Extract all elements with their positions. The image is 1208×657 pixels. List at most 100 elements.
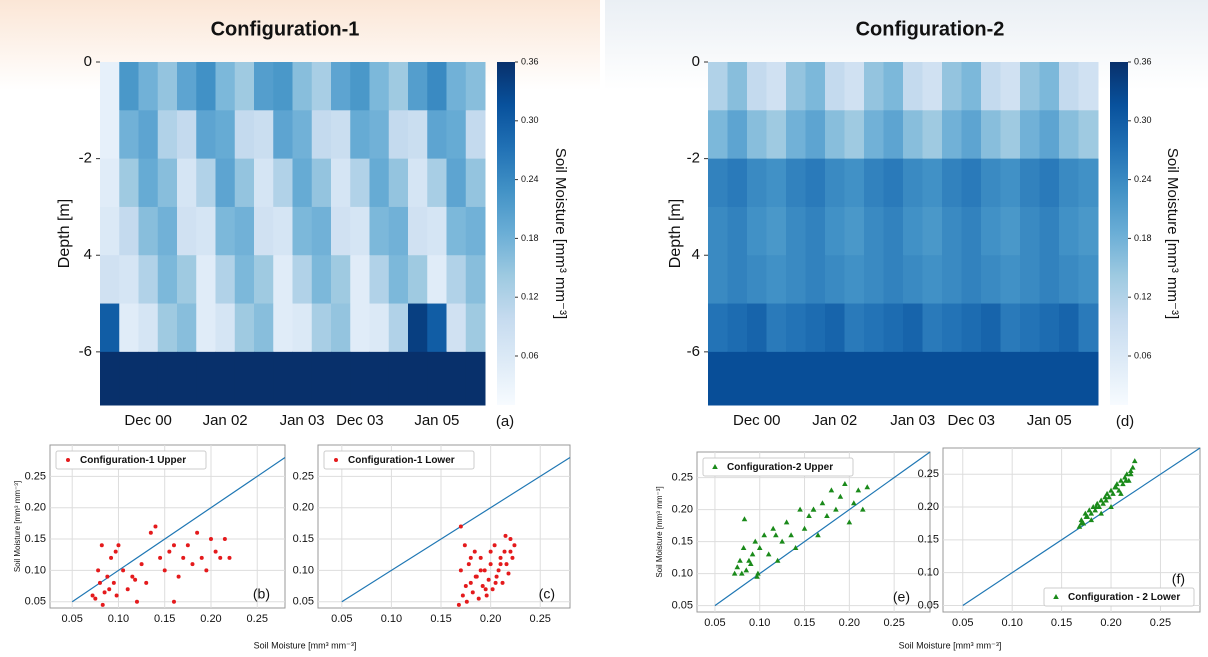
heatmap-cell (981, 255, 1001, 305)
x-tick-label: 0.10 (381, 613, 402, 625)
heatmap-cell (196, 206, 216, 256)
heatmap-cell (883, 255, 904, 305)
point (1086, 507, 1093, 513)
heatmap-cell (1039, 62, 1060, 111)
heatmap-cell (427, 206, 447, 256)
heatmap-cell (1078, 303, 1099, 353)
x-tick-label: 0.10 (108, 613, 129, 625)
point (468, 580, 473, 585)
colorbar-tick-label: 0.06 (521, 350, 539, 360)
colorbar-tick-label: 0.06 (1134, 350, 1152, 360)
heatmap-cell (331, 158, 351, 208)
point (749, 551, 756, 557)
y-tick-label: 0.25 (672, 472, 693, 484)
heatmap-cell (864, 206, 884, 256)
x-tick-label: 0.15 (430, 613, 451, 625)
point (171, 599, 176, 604)
heatmap-cell (157, 62, 178, 111)
point (144, 580, 149, 585)
heatmap-cell (408, 206, 428, 256)
heatmap-cell (981, 351, 1001, 406)
colorbar-tick-label: 0.24 (1134, 174, 1152, 184)
heatmap-cell (157, 351, 178, 406)
heatmap-cell (727, 110, 748, 160)
heatmap-cell (234, 351, 255, 406)
point (158, 555, 163, 560)
heatmap-cell (100, 206, 120, 256)
plot-area (49, 444, 286, 609)
heatmap-cell (196, 62, 216, 111)
point (460, 593, 465, 598)
colorbar (1110, 62, 1128, 405)
heatmap-cell (981, 206, 1001, 256)
x-tick-label: 0.15 (794, 617, 815, 629)
point (90, 593, 95, 598)
heatmap-cell (903, 255, 923, 305)
colorbar-tick-label: 0.24 (521, 174, 539, 184)
heatmap-cell (388, 110, 409, 160)
reference-line (962, 447, 1201, 606)
point (468, 555, 473, 560)
heatmap-cell (311, 158, 332, 208)
heatmap-cell (1078, 351, 1099, 406)
heatmap-cell (864, 303, 884, 353)
heatmap-cell (766, 255, 787, 305)
point (1100, 500, 1106, 506)
heatmap-cell (961, 158, 982, 208)
heatmap-cell (766, 110, 787, 160)
heatmap-cell (1000, 158, 1021, 208)
heatmap-cell (727, 158, 748, 208)
y-tick-label: -2 (79, 150, 92, 167)
point (167, 549, 172, 554)
heatmap-cell (157, 206, 178, 256)
heatmap-cell (196, 303, 216, 353)
x-tick-label: 0.20 (1100, 617, 1121, 629)
point (105, 574, 110, 579)
heatmap-cell (196, 158, 216, 208)
point (773, 532, 779, 538)
point (488, 562, 493, 567)
heatmap-cell (883, 206, 904, 256)
legend-marker (334, 458, 338, 462)
point (739, 570, 745, 576)
legend (55, 450, 207, 470)
y-tick-label: 0.25 (25, 470, 46, 482)
y-tick-label: 0.10 (672, 568, 693, 580)
heatmap-cell (311, 206, 332, 256)
point (842, 481, 848, 486)
heatmap-cell (1059, 303, 1079, 353)
point (195, 530, 200, 535)
heatmap-cell (100, 158, 120, 208)
x-axis-label: Soil Moisture [mm³ mm⁻³] (899, 640, 1002, 650)
heatmap-cell (292, 303, 313, 353)
heatmap-cell (157, 110, 178, 160)
point (478, 568, 483, 573)
colorbar-tick-label: 0.30 (521, 115, 539, 125)
legend-label: Configuration-1 Lower (348, 455, 455, 466)
heatmap-cell (350, 206, 370, 256)
point (116, 543, 121, 548)
heatmap-cell (311, 110, 332, 160)
heatmap-cell (766, 303, 787, 353)
heatmap-cell (292, 255, 313, 305)
heatmap-cell (369, 303, 390, 353)
panel-label: (c) (539, 586, 555, 602)
heatmap-cell (1059, 110, 1079, 160)
point (213, 549, 218, 554)
x-tick-label: 0.25 (883, 617, 904, 629)
heatmap-cell (446, 110, 467, 160)
point (788, 532, 794, 538)
colorbar-label: Soil Moisture [mm³ mm⁻³] (552, 148, 569, 319)
point (1128, 467, 1134, 473)
heatmap-cell (100, 303, 120, 353)
y-tick-label: 0.20 (672, 504, 693, 516)
point (1078, 517, 1085, 523)
heatmap-cell (408, 303, 428, 353)
heatmap-cell (388, 303, 409, 353)
point (851, 500, 857, 506)
point (478, 555, 483, 560)
colorbar-tick-label: 0.30 (1134, 115, 1152, 125)
x-tick-label: 0.20 (200, 613, 221, 625)
heatmap-cell (311, 62, 332, 111)
heatmap-cell (844, 351, 865, 406)
